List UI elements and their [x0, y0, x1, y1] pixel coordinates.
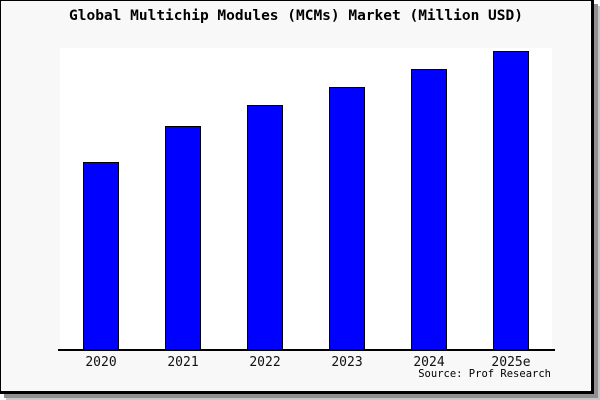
bar-2020	[83, 162, 119, 350]
bar-2023	[329, 87, 365, 350]
x-tick-label-2023: 2023	[331, 355, 363, 370]
x-tick-label-2020: 2020	[85, 355, 117, 370]
bar-2022	[247, 105, 283, 350]
x-tick-label-2021: 2021	[167, 355, 199, 370]
x-tick-label-2022: 2022	[249, 355, 281, 370]
chart-card: Global Multichip Modules (MCMs) Market (…	[0, 0, 594, 394]
bar-2024	[411, 69, 447, 350]
source-caption: Source: Prof Research	[418, 368, 551, 380]
x-tick-label-2024: 2024	[413, 355, 445, 370]
x-axis-line	[58, 349, 555, 351]
bar-2021	[165, 126, 201, 350]
chart-title: Global Multichip Modules (MCMs) Market (…	[69, 8, 523, 24]
plot-area	[60, 48, 552, 350]
bar-2025e	[493, 51, 529, 350]
x-tick-label-2025e: 2025e	[491, 355, 531, 370]
